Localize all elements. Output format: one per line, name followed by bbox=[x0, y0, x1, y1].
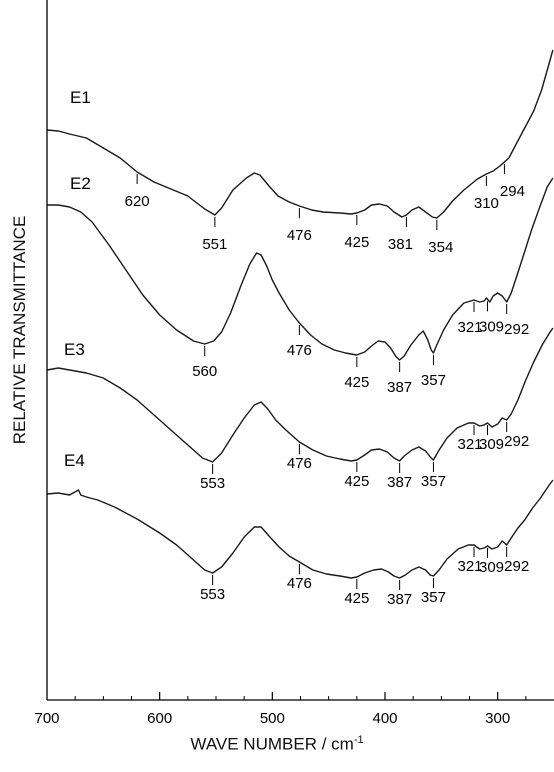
peak-label: 425 bbox=[344, 234, 369, 251]
x-tick-label: 300 bbox=[485, 710, 510, 727]
series-label-e4: E4 bbox=[64, 451, 85, 470]
peak-label: 292 bbox=[504, 321, 529, 338]
x-axis-title-exponent: -1 bbox=[353, 734, 364, 746]
series-line-e3 bbox=[46, 327, 554, 463]
peak-label: 357 bbox=[421, 372, 446, 389]
peak-label: 551 bbox=[202, 236, 227, 253]
peak-label: 476 bbox=[287, 227, 312, 244]
peak-label: 321 bbox=[457, 436, 482, 453]
y-axis-title-text: RELATIVE TRANSMITTANCE bbox=[10, 215, 29, 445]
peak-label: 321 bbox=[457, 319, 482, 336]
peak-label: 425 bbox=[344, 473, 369, 490]
series-label-e2: E2 bbox=[70, 174, 91, 193]
peak-label: 553 bbox=[200, 586, 225, 603]
peak-label: 387 bbox=[387, 379, 412, 396]
peak-label: 560 bbox=[192, 363, 217, 380]
series-label-e3: E3 bbox=[64, 340, 85, 359]
series-line-e1 bbox=[46, 49, 554, 219]
peak-label: 309 bbox=[479, 318, 504, 335]
peak-label: 309 bbox=[479, 559, 504, 576]
peak-label: 292 bbox=[504, 433, 529, 450]
peak-label: 292 bbox=[504, 558, 529, 575]
peak-label: 357 bbox=[421, 589, 446, 606]
peak-label: 476 bbox=[287, 575, 312, 592]
series-line-e4 bbox=[46, 479, 554, 579]
peak-label: 387 bbox=[387, 474, 412, 491]
x-axis-title: WAVE NUMBER / cm-1 bbox=[0, 734, 554, 755]
x-tick-label: 500 bbox=[260, 710, 285, 727]
peak-label: 476 bbox=[287, 342, 312, 359]
axes-group: 700 600 500 400 300 bbox=[34, 0, 554, 727]
x-tick-label: 400 bbox=[372, 710, 397, 727]
series-line-e2 bbox=[47, 177, 554, 361]
peak-label: 553 bbox=[200, 475, 225, 492]
peak-label: 321 bbox=[457, 558, 482, 575]
peak-label: 294 bbox=[500, 183, 525, 200]
peak-label: 387 bbox=[387, 591, 412, 608]
x-tick-label: 600 bbox=[147, 710, 172, 727]
x-tick-label: 700 bbox=[34, 710, 59, 727]
peak-label: 425 bbox=[344, 590, 369, 607]
peak-label: 310 bbox=[474, 195, 499, 212]
peak-label: 620 bbox=[125, 193, 150, 210]
peak-label: 354 bbox=[428, 239, 453, 256]
x-axis-title-text: WAVE NUMBER / cm bbox=[190, 734, 354, 754]
peak-label: 476 bbox=[287, 455, 312, 472]
series-label-e1: E1 bbox=[70, 88, 91, 107]
peak-label: 309 bbox=[479, 436, 504, 453]
peak-label: 425 bbox=[344, 374, 369, 391]
peak-label: 357 bbox=[421, 473, 446, 490]
peak-label: 381 bbox=[388, 236, 413, 253]
